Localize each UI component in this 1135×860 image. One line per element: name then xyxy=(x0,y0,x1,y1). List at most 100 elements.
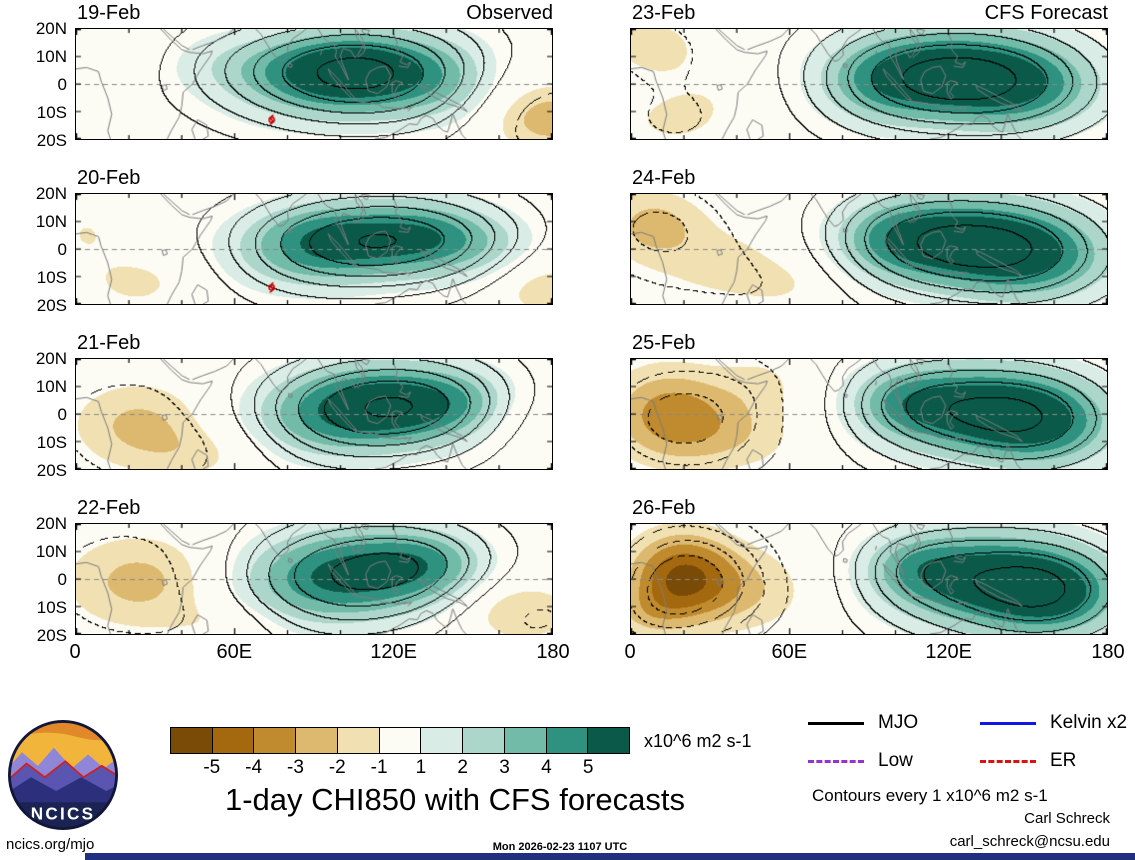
colorbar-segment xyxy=(588,728,630,753)
x-tick-label: 120E xyxy=(370,641,418,663)
y-tick-label: 10S xyxy=(36,433,67,452)
low-line-sample xyxy=(808,759,864,763)
y-tick-label: 0 xyxy=(57,570,67,589)
y-tick-label: 20N xyxy=(35,514,67,533)
y-tick-label: 10N xyxy=(35,212,67,231)
colorbar-tick: -5 xyxy=(203,757,221,778)
anomaly-map-canvas xyxy=(75,28,553,140)
author-email: carl_schreck@ncsu.edu xyxy=(949,833,1110,850)
panel-date-label: 21-Feb xyxy=(77,332,141,354)
colorbar-unit-label: x10^6 m2 s-1 xyxy=(644,731,752,751)
legend-item-kelvin: Kelvin x2 xyxy=(980,712,1127,734)
author-credit: Carl Schreck xyxy=(1024,810,1110,827)
y-tick-label: 10N xyxy=(35,377,67,396)
panel-date-label: 26-Feb xyxy=(632,497,696,519)
contour-interval-note: Contours every 1 x10^6 m2 s-1 xyxy=(812,786,1048,805)
legend-item-low: Low xyxy=(808,750,913,772)
colorbar-segment xyxy=(504,728,547,753)
anomaly-map-canvas xyxy=(630,28,1108,140)
colorbar-tick: -2 xyxy=(328,757,346,778)
panel-date-label: 25-Feb xyxy=(632,332,696,354)
y-tick-label: 10N xyxy=(35,542,67,561)
ncics-logo-text: NCICS xyxy=(31,804,96,823)
anomaly-map-canvas xyxy=(630,358,1108,470)
y-tick-label: 10N xyxy=(35,47,67,66)
colorbar-segment xyxy=(254,728,297,753)
map-panel-forecast-2: 24-Feb xyxy=(630,167,1108,305)
colorbar-segment xyxy=(463,728,505,753)
anomaly-map-canvas xyxy=(75,358,553,470)
y-tick-label: 20N xyxy=(35,184,67,203)
site-url: ncics.org/mjo xyxy=(6,836,95,853)
column-title-forecast: CFS Forecast xyxy=(984,2,1108,24)
map-panel-forecast-3: 25-Feb xyxy=(630,332,1108,470)
colorbar-segment xyxy=(212,728,255,753)
colorbar-tick: 4 xyxy=(541,757,552,778)
x-tick-label: 60E xyxy=(771,641,808,663)
legend-label: Low xyxy=(878,750,913,771)
colorbar-segment xyxy=(421,728,464,753)
mjo-line-sample xyxy=(808,721,864,725)
bottom-bar xyxy=(85,853,1135,860)
x-tick-label: 180 xyxy=(1091,641,1125,663)
y-tick-label: 20N xyxy=(35,349,67,368)
figure-title: 1-day CHI850 with CFS forecasts xyxy=(224,782,685,817)
colorbar-tick: -1 xyxy=(370,757,388,778)
anomaly-map-canvas xyxy=(630,523,1108,635)
anomaly-map-canvas xyxy=(75,523,553,635)
colorbar-tick: 2 xyxy=(457,757,469,778)
y-tick-label: 20N xyxy=(35,19,67,38)
y-tick-label: 10S xyxy=(36,268,67,287)
y-tick-label: 0 xyxy=(57,75,67,94)
map-panel-forecast-1: 23-Feb CFS Forecast xyxy=(630,2,1108,140)
panel-date-label: 24-Feb xyxy=(632,167,696,189)
x-tick-label: 60E xyxy=(216,641,253,663)
panel-date-label: 23-Feb xyxy=(632,2,696,24)
colorbar-segment xyxy=(171,728,213,753)
colorbar-tick: 3 xyxy=(499,757,510,778)
legend-item-er: ER xyxy=(980,750,1076,772)
er-line-sample xyxy=(980,759,1036,763)
map-panel-observed-3: 21-Feb 20N 10N 0 10S 20S xyxy=(36,332,553,480)
map-panel-observed-4: 22-Feb 20N 10N 0 10S 20S xyxy=(36,497,553,645)
legend-label: Kelvin x2 xyxy=(1050,712,1128,733)
colorbar-segment xyxy=(296,728,338,753)
legend-label: ER xyxy=(1050,750,1077,771)
map-panel-observed-2: 20-Feb 20N 10N 0 10S 20S xyxy=(36,167,553,315)
ncics-logo: NCICS xyxy=(7,719,119,831)
legend-item-mjo: MJO xyxy=(808,712,918,734)
map-panel-observed-1: 19-Feb Observed 20N 10N 0 10S 20S xyxy=(36,2,553,150)
colorbar xyxy=(170,727,630,754)
kelvin-line-sample xyxy=(980,721,1036,725)
y-tick-label: 0 xyxy=(57,405,67,424)
column-title-observed: Observed xyxy=(466,2,553,24)
map-panel-forecast-4: 26-Feb xyxy=(630,497,1108,635)
panel-date-label: 22-Feb xyxy=(77,497,141,519)
colorbar-tick: 1 xyxy=(415,757,427,778)
colorbar-tick: -4 xyxy=(245,757,263,778)
y-tick-label: 10S xyxy=(36,103,67,122)
anomaly-map-canvas xyxy=(75,193,553,305)
y-tick-label: 20S xyxy=(36,131,67,150)
x-axis-labels-right: 0 60E 120E 180 xyxy=(624,641,1124,667)
x-tick-label: 180 xyxy=(536,641,570,663)
generation-timestamp: Mon 2026-02-23 1107 UTC xyxy=(492,841,628,853)
colorbar-segment xyxy=(546,728,589,753)
y-tick-label: 10S xyxy=(36,598,67,617)
colorbar-segment xyxy=(379,728,422,753)
colorbar-tick: -3 xyxy=(287,757,304,778)
colorbar-segment xyxy=(337,728,380,753)
colorbar-tick-labels: -5 -4 -3 -2 -1 1 2 3 4 5 xyxy=(170,757,630,781)
panel-date-label: 20-Feb xyxy=(77,167,141,189)
x-axis-labels-left: 0 60E 120E 180 xyxy=(69,641,569,667)
x-tick-label: 120E xyxy=(925,641,973,663)
y-tick-label: 20S xyxy=(36,626,67,645)
x-tick-label: 0 xyxy=(624,641,636,663)
y-tick-label: 20S xyxy=(36,296,67,315)
y-tick-label: 20S xyxy=(36,461,67,480)
panel-date-label: 19-Feb xyxy=(77,2,141,24)
legend-label: MJO xyxy=(878,712,919,733)
colorbar-tick: 5 xyxy=(582,757,594,778)
anomaly-map-canvas xyxy=(630,193,1108,305)
